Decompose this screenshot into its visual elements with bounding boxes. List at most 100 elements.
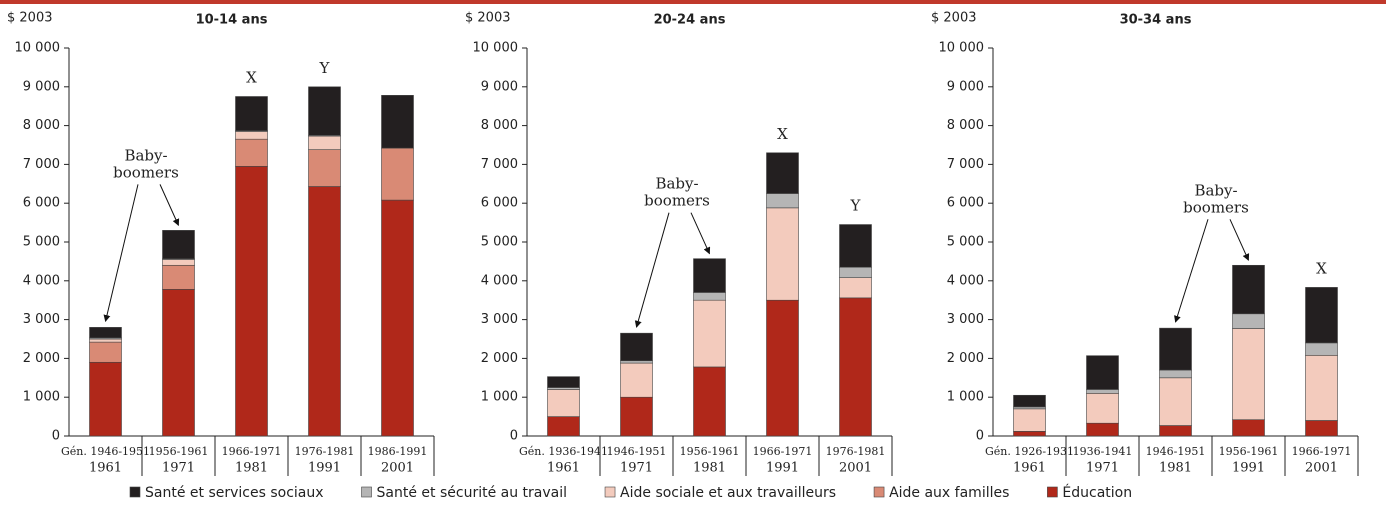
bar-segment — [620, 332, 653, 362]
bar-segment — [381, 199, 414, 437]
y-tick-label: 5 000 — [947, 235, 984, 250]
bar-segment — [89, 341, 122, 363]
bar-segment — [1086, 393, 1119, 424]
x-tick-label: 1971 — [1086, 461, 1119, 476]
x-tick-label: 1946-1951 — [607, 445, 667, 458]
panel-title: 20-24 ans — [654, 13, 726, 28]
x-tick-label: 1961 — [1013, 461, 1046, 476]
y-tick-label: 4 000 — [481, 273, 518, 288]
panel-title: 30-34 ans — [1120, 13, 1192, 28]
annotation-arrow — [1229, 219, 1250, 261]
y-tick-label: 1 000 — [947, 390, 984, 405]
bar-annotation: Y — [319, 59, 331, 77]
y-tick-label: 8 000 — [23, 118, 60, 133]
y-tick-label: 7 000 — [481, 157, 518, 172]
bar-segment — [693, 258, 726, 293]
y-axis-label: $ 2003 — [931, 11, 977, 26]
bar-segment — [1086, 422, 1119, 437]
bar-segment — [1159, 327, 1192, 371]
y-tick-label: 3 000 — [481, 312, 518, 327]
bar-segment — [1159, 369, 1192, 379]
x-tick-label: 1976-1981 — [295, 445, 355, 458]
bar-segment — [89, 327, 122, 339]
x-tick-label: Gén. 1926-1931 — [985, 445, 1074, 458]
x-tick-label: 1986-1991 — [368, 445, 428, 458]
y-tick-label: 6 000 — [481, 196, 518, 211]
bar-segment — [766, 152, 799, 194]
y-tick-label: 6 000 — [947, 196, 984, 211]
bar-segment — [1086, 389, 1119, 394]
bar-segment — [1305, 342, 1338, 356]
bar-segment — [162, 289, 195, 437]
x-tick-label: 1961 — [547, 461, 580, 476]
panel-title: 10-14 ans — [196, 13, 268, 28]
annotation-arrow — [1174, 219, 1209, 323]
x-tick-label: 1976-1981 — [826, 445, 886, 458]
bar-annotation: Y — [850, 197, 862, 215]
bar-segment — [89, 338, 122, 343]
bar-segment — [89, 361, 122, 437]
x-tick-label: 1946-1951 — [1146, 445, 1206, 458]
y-tick-label: 9 000 — [23, 79, 60, 94]
bar-segment — [1232, 328, 1265, 421]
y-tick-label: 7 000 — [947, 157, 984, 172]
y-tick-label: 3 000 — [947, 312, 984, 327]
y-tick-label: 1 000 — [23, 390, 60, 405]
top-rule — [0, 0, 1386, 4]
legend-swatch — [1047, 486, 1058, 498]
bar-segment — [308, 86, 341, 136]
y-tick-label: 2 000 — [23, 351, 60, 366]
y-tick-label: 2 000 — [947, 351, 984, 366]
x-tick-label: 1991 — [1232, 461, 1265, 476]
y-tick-label: 1 000 — [481, 390, 518, 405]
bar-segment — [620, 360, 653, 364]
x-tick-label: 1991 — [766, 461, 799, 476]
legend-swatch — [873, 486, 885, 498]
bar-segment — [308, 135, 341, 150]
bar-segment — [235, 166, 268, 437]
bar-segment — [1086, 355, 1119, 390]
bar-segment — [839, 266, 872, 278]
bar-segment — [1305, 420, 1338, 437]
x-tick-label: 1971 — [162, 461, 195, 476]
bar-annotation: X — [1316, 259, 1327, 277]
legend-swatch — [604, 486, 616, 498]
bar-segment — [235, 131, 268, 140]
bar-segment — [839, 277, 872, 299]
bar-segment — [235, 138, 268, 167]
legend-swatch — [361, 486, 372, 498]
bar-segment — [547, 376, 580, 388]
bar-segment — [839, 224, 872, 268]
y-tick-label: 0 — [510, 429, 518, 444]
y-tick-label: 5 000 — [23, 235, 60, 250]
x-tick-label: 1961 — [89, 461, 122, 476]
annotation-arrow — [159, 184, 180, 226]
x-tick-label: 1966-1971 — [753, 445, 813, 458]
bar-segment — [693, 292, 726, 301]
x-tick-label: Gén. 1936-1941 — [519, 445, 608, 458]
legend-label: Éducation — [1062, 484, 1132, 501]
bar-annotation: X — [246, 69, 257, 87]
bar-segment — [693, 299, 726, 368]
bar-segment — [547, 416, 580, 437]
x-tick-label: 1956-1961 — [149, 445, 209, 458]
x-tick-label: 1956-1961 — [1219, 445, 1279, 458]
x-tick-label: 1991 — [308, 461, 341, 476]
bar-segment — [1159, 377, 1192, 426]
x-tick-label: 1981 — [693, 461, 726, 476]
bar-segment — [839, 297, 872, 437]
bar-segment — [620, 396, 653, 437]
bar-segment — [162, 230, 195, 259]
bar-segment — [766, 193, 799, 209]
annotation-text: boomers — [1183, 198, 1249, 216]
bar-segment — [1159, 425, 1192, 437]
y-tick-label: 4 000 — [23, 273, 60, 288]
x-tick-label: 1956-1961 — [680, 445, 740, 458]
bar-segment — [235, 96, 268, 131]
bar-segment — [308, 186, 341, 437]
bar-segment — [162, 264, 195, 290]
y-tick-label: 0 — [52, 429, 60, 444]
x-tick-label: 1981 — [235, 461, 268, 476]
y-tick-label: 7 000 — [23, 157, 60, 172]
